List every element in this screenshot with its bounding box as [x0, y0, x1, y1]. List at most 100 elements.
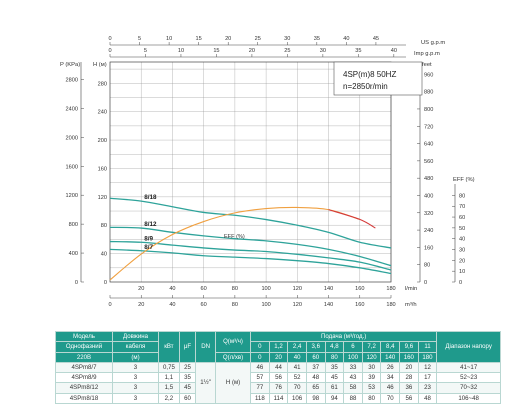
plot-frame — [109, 61, 392, 283]
row-uf: 45 — [178, 382, 197, 394]
kpa-axis-unit: P (KPa) — [60, 62, 80, 68]
kpa-tick-label: 400 — [69, 251, 78, 257]
us-gpm-unit: US g.p.m — [421, 40, 445, 46]
row-uf: 60 — [178, 392, 197, 405]
feet-tick-label: 240 — [424, 228, 433, 234]
head-cell: 80 — [361, 392, 382, 405]
lmin-tick-label: 140 — [324, 302, 333, 308]
lmin-tick-label: 180 — [386, 302, 395, 308]
head-cell: 106 — [287, 392, 307, 405]
eff-curve — [109, 206, 360, 281]
imp-gpm-tick-label: 0 — [108, 48, 111, 54]
chart-title: 4SP(m)8 50HZ — [343, 70, 396, 79]
us-gpm-tick-label: 25 — [255, 36, 261, 42]
head-cell: 58 — [343, 382, 363, 394]
lmin-axis-unit: l/min — [405, 286, 417, 292]
imp-gpm-unit: Imp g.p.m — [414, 51, 440, 57]
us-gpm-tick-label: 5 — [138, 36, 141, 42]
eff-tick-label: 50 — [459, 226, 465, 232]
row-model: 4SPm8/7 — [55, 361, 113, 374]
chart-labels: 8/18 8/12 8/9 8/7 EFF (%) — [144, 194, 245, 251]
lmin-tick-label: 100 — [261, 302, 270, 308]
h-tick-label: 200 — [98, 138, 107, 144]
head-cell: 45 — [324, 372, 345, 384]
head-cell: 61 — [324, 382, 345, 394]
feet-tick-label: 80 — [424, 263, 430, 269]
q-m3h-cell: 2,4 — [287, 341, 307, 353]
m3h-tick-label: 140 — [324, 286, 333, 292]
curve-8-12 — [109, 226, 392, 267]
eff-tick-label: 20 — [459, 258, 465, 264]
imp-gpm-tick-label: 25 — [284, 48, 290, 54]
head-cell: 88 — [343, 392, 363, 405]
q-m3h-cell: 3,6 — [305, 341, 326, 353]
head-cell: 37 — [305, 361, 326, 374]
head-cell: 35 — [324, 361, 345, 374]
h-tick-label: 40 — [101, 252, 107, 258]
imp-gpm-tick-label: 40 — [391, 48, 397, 54]
kpa-tick-label: 2800 — [66, 77, 78, 83]
h-tick-label: 160 — [98, 166, 107, 172]
eff-axis-unit: EFF (%) — [453, 177, 475, 183]
curve-label: 8/18 — [144, 194, 157, 201]
q-lmin-cell: 120 — [361, 351, 382, 363]
imp-gpm-tick-label: 10 — [178, 48, 184, 54]
col-cable: Довжина — [111, 330, 160, 343]
q-m3h-cell: 4,8 — [324, 341, 345, 353]
feet-tick-label: 960 — [424, 72, 433, 78]
col-dn: DN — [195, 331, 216, 363]
imp-gpm-tick-label: 30 — [320, 48, 326, 54]
lmin-tick-label: 80 — [232, 302, 238, 308]
feet-tick-label: 320 — [424, 211, 433, 217]
row-kw: 2,2 — [158, 392, 180, 405]
eff-tick-label: 30 — [459, 248, 465, 254]
eff-tick-label: 10 — [459, 269, 465, 275]
head-cell: 76 — [268, 382, 289, 394]
kpa-tick-label: 1600 — [66, 164, 78, 170]
lmin-tick-label: 40 — [169, 302, 175, 308]
feet-tick-label: 560 — [424, 159, 433, 165]
q-lmin-cell: 40 — [287, 351, 307, 363]
head-cell: 12 — [417, 361, 438, 374]
row-uf: 35 — [178, 372, 197, 384]
row-h-label: H (м) — [214, 361, 252, 405]
head-cell: 118 — [250, 392, 270, 405]
imp-gpm-tick-label: 20 — [249, 48, 255, 54]
curve-label: 8/12 — [144, 221, 157, 228]
q-m3h-cell: 7,2 — [361, 341, 382, 353]
eff-tick-label: 70 — [459, 204, 465, 210]
kpa-tick-label: 1200 — [66, 193, 78, 199]
head-cell: 33 — [343, 361, 363, 374]
h-tick-label: 80 — [101, 223, 107, 229]
model-box: 4SP(m)8 50HZ n=2850r/min — [333, 61, 423, 96]
us-gpm-tick-label: 10 — [166, 36, 172, 42]
m3h-tick-label: 80 — [232, 286, 238, 292]
h-tick-label: 240 — [98, 110, 107, 116]
head-cell: 77 — [250, 382, 270, 394]
q-m3h-cell: 6 — [343, 341, 363, 353]
q-lmin-cell: 100 — [343, 351, 363, 363]
row-range: 41~17 — [436, 361, 501, 374]
head-cell: 34 — [380, 372, 401, 384]
kpa-tick-label: 0 — [75, 280, 78, 286]
h-tick-label: 120 — [98, 195, 107, 201]
col-q-m3h-label: Q(м³/ч) — [214, 331, 252, 353]
m3h-tick-label: 60 — [201, 286, 207, 292]
lmin-tick-label: 160 — [355, 302, 364, 308]
table-row: 4SPm8/9 3 1,1 35 57 56 52 48 45 43 39 34… — [55, 372, 501, 384]
head-cell: 53 — [361, 382, 382, 394]
row-cable: 3 — [111, 392, 160, 405]
eff-tick-label: 80 — [459, 193, 465, 199]
feet-tick-label: 400 — [424, 193, 433, 199]
head-cell: 56 — [399, 392, 419, 405]
head-cell: 114 — [268, 392, 289, 405]
us-gpm-tick-label: 0 — [108, 36, 111, 42]
feet-tick-label: 480 — [424, 176, 433, 182]
head-cell: 26 — [380, 361, 401, 374]
col-q-lmin-label: Q(л/хв) — [214, 351, 252, 363]
m3h-tick-label: 40 — [169, 286, 175, 292]
row-cable: 3 — [111, 372, 160, 384]
q-m3h-cell: 9,6 — [399, 341, 419, 353]
q-lmin-cell: 140 — [380, 351, 401, 363]
m3h-tick-label: 160 — [355, 286, 364, 292]
